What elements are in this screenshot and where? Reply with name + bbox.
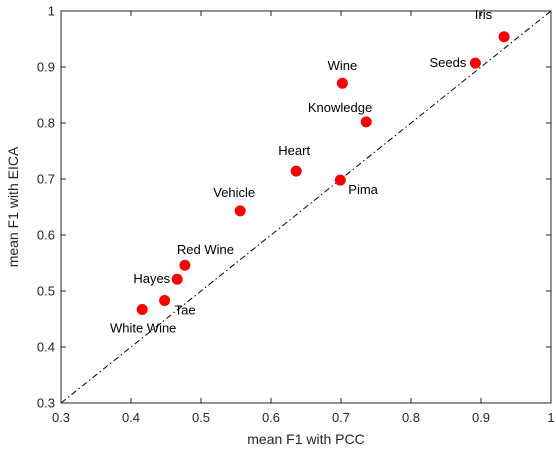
data-label-knowledge: Knowledge bbox=[308, 100, 372, 115]
y-tick-label: 0.5 bbox=[37, 284, 55, 299]
x-axis-label: mean F1 with PCC bbox=[247, 431, 364, 447]
x-axis: 0.3 0.4 0.5 0.6 0.7 0.8 0.9 1 bbox=[52, 11, 555, 425]
data-point-pima bbox=[334, 174, 346, 186]
data-point-seeds bbox=[469, 57, 481, 69]
data-label-seeds: Seeds bbox=[430, 55, 467, 70]
x-tick-label: 0.4 bbox=[122, 410, 140, 425]
x-tick-label: 0.9 bbox=[472, 410, 490, 425]
y-tick-label: 0.9 bbox=[37, 60, 55, 75]
y-tick-label: 1 bbox=[48, 4, 55, 19]
data-label-red-wine: Red Wine bbox=[177, 242, 234, 257]
y-tick-label: 0.7 bbox=[37, 172, 55, 187]
data-point-tae bbox=[159, 295, 171, 307]
data-point-heart bbox=[290, 165, 302, 177]
data-label-heart: Heart bbox=[278, 143, 310, 158]
data-points bbox=[136, 31, 510, 315]
x-tick-label: 0.3 bbox=[52, 410, 70, 425]
data-point-red-wine bbox=[179, 259, 191, 271]
data-label-vehicle: Vehicle bbox=[213, 185, 255, 200]
y-axis-label: mean F1 with EICA bbox=[5, 146, 21, 267]
y-axis: 0.3 0.4 0.5 0.6 0.7 0.8 0.9 1 bbox=[37, 4, 551, 411]
data-label-tae: Tae bbox=[175, 303, 196, 318]
data-point-wine bbox=[336, 77, 348, 89]
x-tick-label: 0.6 bbox=[262, 410, 280, 425]
x-tick-label: 0.5 bbox=[192, 410, 210, 425]
data-point-iris bbox=[498, 31, 510, 43]
x-tick-label: 1 bbox=[547, 410, 554, 425]
data-label-pima: Pima bbox=[348, 182, 378, 197]
y-tick-label: 0.4 bbox=[37, 340, 55, 355]
x-tick-label: 0.8 bbox=[402, 410, 420, 425]
y-tick-label: 0.3 bbox=[37, 396, 55, 411]
data-labels: Iris Seeds Wine Knowledge Heart Pima Vehicle Re… bbox=[110, 7, 493, 336]
data-point-white-wine bbox=[136, 303, 148, 315]
reference-diagonal-line bbox=[60, 10, 552, 404]
data-label-hayes: Hayes bbox=[133, 271, 170, 286]
y-tick-label: 0.8 bbox=[37, 116, 55, 131]
data-point-vehicle bbox=[234, 205, 246, 217]
y-tick-label: 0.6 bbox=[37, 228, 55, 243]
data-point-knowledge bbox=[360, 116, 372, 128]
data-label-wine: Wine bbox=[328, 58, 358, 73]
data-label-white-wine: White Wine bbox=[110, 320, 176, 335]
data-label-iris: Iris bbox=[475, 7, 493, 22]
data-point-hayes bbox=[171, 273, 183, 285]
x-tick-label: 0.7 bbox=[332, 410, 350, 425]
